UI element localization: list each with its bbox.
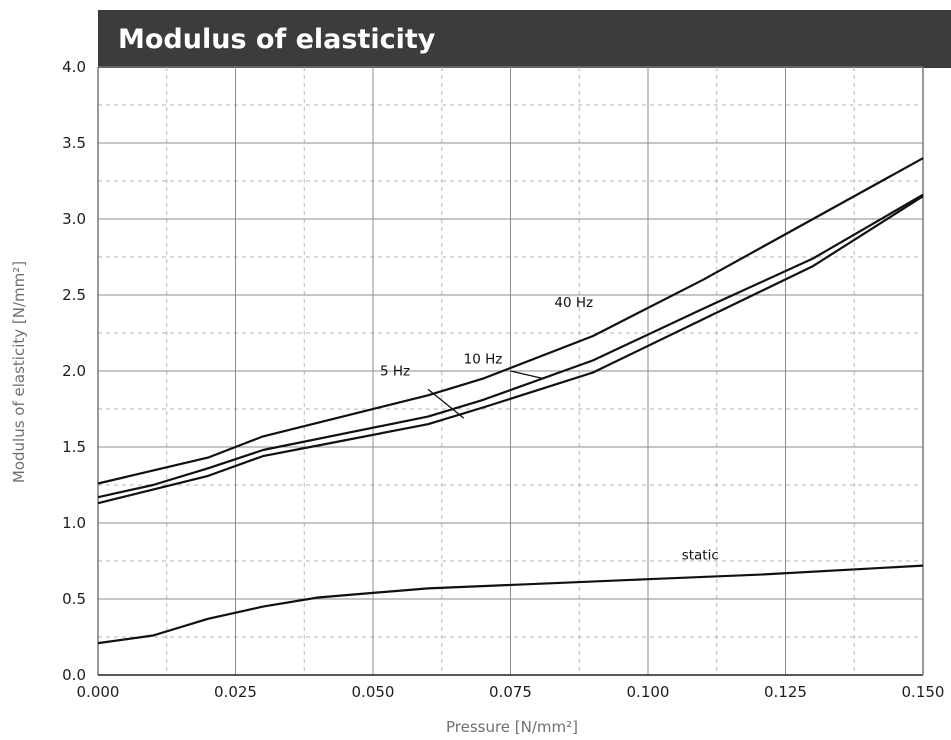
x-tick-label: 0.050	[352, 683, 395, 701]
y-tick-label: 1.5	[62, 438, 86, 456]
series-label: 5 Hz	[380, 364, 410, 380]
series-line	[97, 195, 924, 505]
y-tick-label: 0.0	[62, 666, 86, 684]
y-axis-label: Modulus of elasticity [N/mm²]	[10, 261, 28, 483]
series-label: 10 Hz	[464, 351, 503, 367]
x-tick-label: 0.150	[902, 683, 945, 701]
series-labels: 40 Hz 10 Hz 5 Hz static	[380, 295, 719, 563]
series-label: 40 Hz	[554, 295, 593, 311]
y-tick-label: 2.5	[62, 286, 86, 304]
x-tick-label: 0.000	[77, 683, 120, 701]
chart-title-bar: Modulus of elasticity	[98, 10, 951, 68]
x-tick-label: 0.125	[764, 683, 807, 701]
series-line	[97, 157, 924, 485]
chart-title: Modulus of elasticity	[118, 23, 436, 55]
x-axis-label: Pressure [N/mm²]	[446, 718, 578, 736]
axes	[97, 67, 924, 676]
series-label-leader	[510, 370, 544, 380]
x-tick-label: 0.025	[214, 683, 257, 701]
y-tick-label: 0.5	[62, 590, 86, 608]
series-line	[97, 193, 924, 499]
series-lines	[97, 157, 924, 645]
y-tick-label: 2.0	[62, 362, 86, 380]
series-label-leader	[427, 388, 465, 419]
x-tick-label: 0.075	[489, 683, 532, 701]
series-line	[97, 564, 924, 645]
y-tick-label: 1.0	[62, 514, 86, 532]
x-tick-label: 0.100	[627, 683, 670, 701]
y-tick-label: 3.0	[62, 210, 86, 228]
series-label: static	[682, 547, 719, 563]
tick-labels: 0.000 0.025 0.050 0.075 0.100 0.125 0.150 0.0 0.…	[62, 58, 944, 701]
y-tick-label: 4.0	[62, 58, 86, 76]
y-tick-label: 3.5	[62, 134, 86, 152]
